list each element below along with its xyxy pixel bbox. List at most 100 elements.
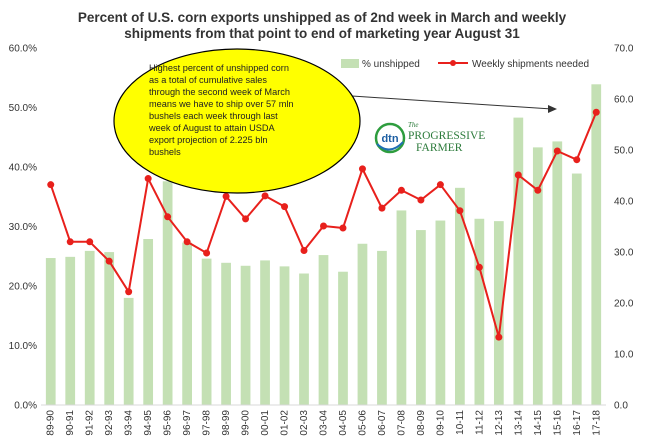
x-tick-label: 98-99 (221, 410, 232, 436)
bar-unshipped-06-07 (377, 250, 387, 405)
callout-arrow-line (351, 95, 553, 110)
point-weekly-11-12 (475, 263, 483, 271)
point-weekly-09-10 (436, 181, 444, 189)
right-tick-label: 20.0 (614, 299, 634, 310)
x-tick-label: 17-18 (591, 410, 602, 436)
bar-unshipped-95-96 (162, 181, 173, 405)
point-weekly-13-14 (514, 171, 522, 179)
bar-series (45, 84, 602, 406)
left-tick-label: 30.0% (9, 222, 37, 233)
x-tick-label: 08-09 (416, 410, 427, 436)
bar-unshipped-00-01 (260, 260, 270, 405)
x-tick-label: 07-08 (396, 410, 407, 436)
bar-unshipped-93-94 (123, 297, 134, 405)
bar-unshipped-15-16 (552, 141, 563, 406)
callout-text-line-5: bushels each week through last (149, 111, 278, 121)
x-tick-label: 92-93 (104, 410, 115, 436)
x-tick-label: 89-90 (46, 410, 57, 436)
x-tick-label: 13-14 (513, 410, 524, 436)
right-tick-label: 40.0 (614, 197, 634, 208)
bar-unshipped-13-14 (513, 117, 524, 406)
progressive-farmer-name-1: PROGRESSIVE (408, 130, 485, 142)
x-tick-label: 90-91 (65, 410, 76, 436)
x-tick-label: 11-12 (474, 410, 485, 435)
left-tick-label: 50.0% (9, 103, 37, 114)
bar-unshipped-04-05 (338, 271, 348, 405)
dtn-progressive-farmer-logo: dtn The PROGRESSIVE FARMER (374, 121, 485, 154)
x-tick-label: 03-04 (319, 410, 330, 436)
point-weekly-89-90 (47, 181, 55, 189)
callout-text-line-8: bushels (149, 147, 181, 157)
point-weekly-94-95 (144, 175, 152, 183)
point-weekly-99-00 (242, 215, 250, 223)
dtn-logo-circle (374, 122, 406, 154)
dtn-logo-swoosh (376, 141, 404, 151)
point-weekly-15-16 (553, 147, 561, 155)
callout-arrow-head (548, 105, 557, 113)
x-tick-label: 05-06 (357, 410, 368, 436)
x-tick-label: 96-97 (182, 410, 193, 436)
callout-text-line-1: Highest percent of unshipped corn (149, 63, 289, 73)
bar-unshipped-10-11 (455, 187, 465, 405)
point-weekly-14-15 (534, 186, 542, 194)
x-tick-label: 06-07 (377, 410, 388, 436)
x-tick-label: 12-13 (494, 410, 505, 436)
right-tick-label: 70.0 (614, 44, 634, 55)
right-tick-label: 60.0 (614, 95, 634, 106)
point-weekly-04-05 (339, 224, 347, 232)
legend-label-unshipped: % unshipped (362, 59, 420, 70)
point-weekly-05-06 (358, 165, 366, 173)
x-tick-label: 00-01 (260, 410, 271, 436)
legend-marker-weekly (450, 60, 456, 66)
left-tick-label: 0.0% (14, 401, 37, 412)
bar-unshipped-07-08 (396, 210, 407, 405)
bar-unshipped-14-15 (532, 147, 543, 406)
point-weekly-10-11 (456, 207, 464, 215)
point-weekly-12-13 (495, 333, 503, 341)
callout-text-line-4: means we have to ship over 57 mln (149, 99, 294, 109)
point-weekly-91-92 (86, 238, 94, 246)
point-weekly-90-91 (66, 238, 74, 246)
point-weekly-07-08 (397, 186, 405, 194)
bar-unshipped-92-93 (104, 252, 115, 405)
point-weekly-16-17 (573, 156, 581, 164)
point-weekly-06-07 (378, 204, 386, 212)
point-weekly-93-94 (125, 288, 133, 296)
point-weekly-01-02 (281, 203, 289, 211)
bar-unshipped-96-97 (182, 242, 192, 405)
x-tick-label: 91-92 (85, 410, 96, 436)
point-weekly-97-98 (203, 249, 211, 257)
point-weekly-17-18 (592, 108, 600, 116)
point-weekly-08-09 (417, 196, 425, 204)
callout-bubble (113, 48, 361, 194)
legend: % unshipped Weekly shipments needed (341, 59, 589, 70)
left-tick-label: 20.0% (9, 282, 37, 293)
point-weekly-03-04 (320, 222, 327, 230)
callout-text-line-2: as a total of cumulative sales (149, 75, 267, 85)
callout-text-line-7: export projection of 2.225 bln (149, 135, 268, 145)
point-weekly-95-96 (164, 213, 172, 221)
dtn-logo-text: dtn (381, 133, 398, 145)
bar-unshipped-16-17 (571, 173, 582, 405)
bar-unshipped-11-12 (474, 218, 485, 405)
left-tick-label: 10.0% (9, 341, 37, 352)
x-tick-label: 93-94 (124, 410, 135, 436)
progressive-farmer-the: The (408, 121, 419, 129)
x-tick-label: 14-15 (533, 410, 544, 436)
bar-unshipped-89-90 (45, 258, 56, 405)
bar-unshipped-17-18 (591, 84, 602, 406)
x-tick-label: 97-98 (202, 410, 213, 436)
left-tick-label: 60.0% (9, 44, 37, 55)
tick-labels: 0.0% 10.0% 20.0% 30.0% 40.0% 50.0% 60.0% 0.0 10.… (9, 44, 634, 436)
bar-unshipped-90-91 (65, 256, 76, 405)
x-tick-label: 10-11 (455, 410, 466, 435)
right-tick-label: 0.0 (614, 401, 628, 412)
x-tick-label: 16-17 (572, 410, 583, 436)
point-weekly-96-97 (183, 238, 191, 246)
bar-unshipped-94-95 (143, 238, 154, 405)
x-tick-label: 95-96 (163, 410, 174, 436)
bar-unshipped-98-99 (221, 262, 231, 405)
callout: Highest percent of unshipped corn as a t… (113, 48, 557, 194)
bar-unshipped-02-03 (299, 273, 309, 405)
legend-label-weekly: Weekly shipments needed (472, 59, 589, 70)
